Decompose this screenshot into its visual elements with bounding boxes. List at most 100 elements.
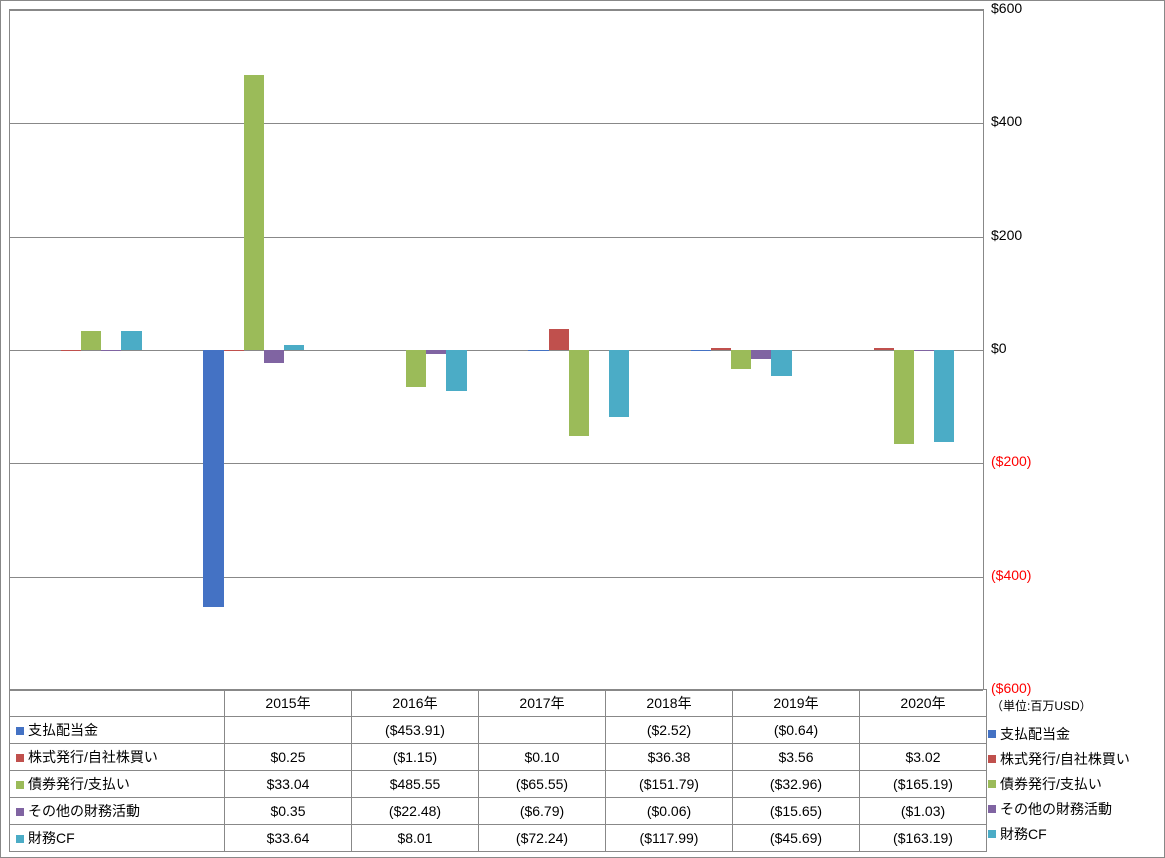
row-name: 支払配当金 — [28, 722, 98, 738]
bar — [224, 350, 244, 351]
bar — [528, 350, 548, 351]
table-cell: ($22.48) — [352, 798, 479, 825]
table-cell: $3.02 — [860, 744, 987, 771]
legend-item: 支払配当金 — [988, 721, 1156, 746]
table-cell: $36.38 — [606, 744, 733, 771]
table-cell: ($1.15) — [352, 744, 479, 771]
table-cell: ($0.64) — [733, 717, 860, 744]
gridline — [10, 577, 983, 578]
bar — [203, 350, 223, 607]
legend-swatch — [988, 755, 996, 763]
table-cell: ($0.06) — [606, 798, 733, 825]
table-cell: ($15.65) — [733, 798, 860, 825]
legend-label: 支払配当金 — [1000, 724, 1070, 744]
bar — [426, 350, 446, 354]
table-cell: ($6.79) — [479, 798, 606, 825]
row-name: 株式発行/自社株買い — [28, 749, 158, 765]
legend-swatch — [988, 780, 996, 788]
row-swatch — [16, 754, 24, 762]
y-tick-label: ($400) — [991, 567, 1031, 583]
bar — [771, 350, 791, 376]
table-cell: ($72.24) — [479, 825, 606, 852]
legend-label: 株式発行/自社株買い — [1000, 749, 1130, 769]
table-col-header: 2020年 — [860, 690, 987, 717]
gridline — [10, 10, 983, 11]
y-axis-right: $600$400$200$0($200)($400)($600)（単位:百万US… — [991, 9, 1156, 739]
legend-swatch — [988, 830, 996, 838]
table-row-header: 財務CF — [10, 825, 225, 852]
y-tick-label: ($600) — [991, 680, 1031, 696]
bar — [894, 350, 914, 444]
table-col-header: 2018年 — [606, 690, 733, 717]
table-cell: ($117.99) — [606, 825, 733, 852]
gridline — [10, 463, 983, 464]
gridline — [10, 123, 983, 124]
bar — [446, 350, 466, 391]
legend-label: 債券発行/支払い — [1000, 774, 1102, 794]
table-row: 財務CF$33.64$8.01($72.24)($117.99)($45.69)… — [10, 825, 987, 852]
bar — [264, 350, 284, 363]
table-cell: ($165.19) — [860, 771, 987, 798]
row-name: その他の財務活動 — [28, 803, 140, 819]
table-cell: ($65.55) — [479, 771, 606, 798]
legend-item: 株式発行/自社株買い — [988, 746, 1156, 771]
bar — [81, 331, 101, 350]
table-cell — [479, 717, 606, 744]
bar — [549, 329, 569, 350]
table-col-header: 2017年 — [479, 690, 606, 717]
bar — [121, 331, 141, 350]
legend: 支払配当金株式発行/自社株買い債券発行/支払いその他の財務活動財務CF — [988, 721, 1156, 846]
table-row-header: 支払配当金 — [10, 717, 225, 744]
table-cell: ($453.91) — [352, 717, 479, 744]
table-cell: $0.25 — [225, 744, 352, 771]
table-row-header: その他の財務活動 — [10, 798, 225, 825]
legend-label: 財務CF — [1000, 824, 1047, 844]
bar — [711, 348, 731, 350]
y-tick-label: $200 — [991, 227, 1022, 243]
legend-item: 債券発行/支払い — [988, 771, 1156, 796]
table-cell: $3.56 — [733, 744, 860, 771]
bar — [284, 345, 304, 350]
chart-container: $600$400$200$0($200)($400)($600)（単位:百万US… — [0, 0, 1165, 858]
table-cell — [860, 717, 987, 744]
table-cell — [225, 717, 352, 744]
table-cell: $485.55 — [352, 771, 479, 798]
table-cell: $0.35 — [225, 798, 352, 825]
gridline — [10, 350, 983, 351]
bar — [244, 75, 264, 350]
legend-label: その他の財務活動 — [1000, 799, 1112, 819]
table-cell: $0.10 — [479, 744, 606, 771]
bar — [406, 350, 426, 387]
row-swatch — [16, 781, 24, 789]
data-table: 2015年2016年2017年2018年2019年2020年支払配当金 ($453… — [9, 689, 987, 852]
bar — [934, 350, 954, 442]
legend-swatch — [988, 805, 996, 813]
table-cell: ($163.19) — [860, 825, 987, 852]
table-cell: ($32.96) — [733, 771, 860, 798]
y-axis-unit: （単位:百万USD） — [991, 697, 1092, 714]
table-row: 支払配当金 ($453.91) ($2.52)($0.64) — [10, 717, 987, 744]
bar — [874, 348, 894, 350]
table-cell: ($45.69) — [733, 825, 860, 852]
row-swatch — [16, 727, 24, 735]
row-name: 債券発行/支払い — [28, 776, 130, 792]
table-header-row: 2015年2016年2017年2018年2019年2020年 — [10, 690, 987, 717]
table-cell: ($151.79) — [606, 771, 733, 798]
table-row-header: 株式発行/自社株買い — [10, 744, 225, 771]
table-row: 債券発行/支払い$33.04$485.55($65.55)($151.79)($… — [10, 771, 987, 798]
legend-item: その他の財務活動 — [988, 796, 1156, 821]
y-tick-label: $600 — [991, 0, 1022, 16]
row-swatch — [16, 835, 24, 843]
table-cell: $33.04 — [225, 771, 352, 798]
bar — [731, 350, 751, 369]
bar — [914, 350, 934, 351]
plot — [10, 10, 983, 689]
plot-area — [9, 9, 984, 689]
table-row-header: 債券発行/支払い — [10, 771, 225, 798]
row-name: 財務CF — [28, 830, 75, 846]
table-cell: ($2.52) — [606, 717, 733, 744]
table-row: その他の財務活動 $0.35($22.48)($6.79)($0.06)($15.… — [10, 798, 987, 825]
bar — [569, 350, 589, 436]
bar — [751, 350, 771, 359]
table-cell: $8.01 — [352, 825, 479, 852]
